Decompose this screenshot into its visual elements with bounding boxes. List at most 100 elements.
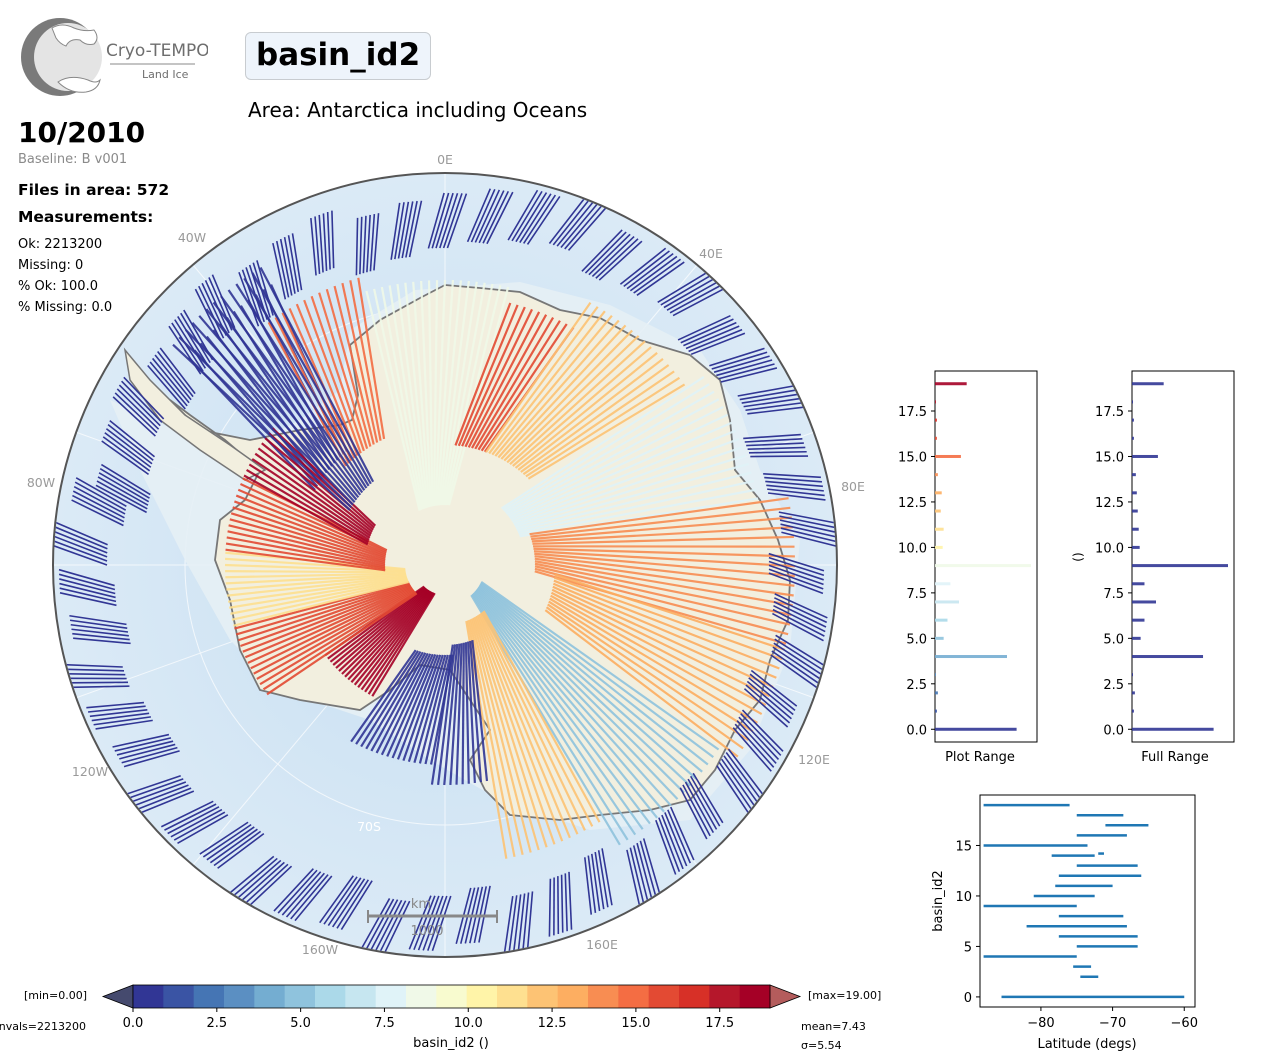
- hist-bar-1: [1132, 710, 1134, 713]
- lon-label-40w: 40W: [178, 230, 206, 245]
- histogram-full-range-ylabel: (): [1071, 552, 1085, 561]
- latitude-range-plot: 051015−80 −70 −60: [955, 795, 1198, 1031]
- colorbar-swatch-12: [497, 985, 528, 1008]
- colorbar-swatch-18: [679, 985, 710, 1008]
- hist-ytick-label-3: 7.5: [1103, 587, 1124, 602]
- colorbar-tick-label-2: 5.0: [290, 1016, 311, 1031]
- colorbar-swatch-16: [618, 985, 649, 1008]
- hist-ytick-label-0: 0.0: [906, 723, 927, 738]
- hist-bar-15: [935, 455, 961, 458]
- hist-ytick-label-7: 17.5: [1095, 405, 1124, 420]
- hist-bar-13: [935, 491, 942, 494]
- hist-bar-8: [935, 582, 950, 585]
- hist-frame: [1132, 371, 1234, 742]
- latitude-range-ylabel: basin_id2: [931, 870, 946, 931]
- colorbar-swatch-5: [285, 985, 316, 1008]
- edge-track-458: [549, 879, 550, 937]
- hist-bar-8: [1132, 582, 1144, 585]
- colorbar-swatch-3: [224, 985, 255, 1008]
- colorbar-min-label: [min=0.00]: [24, 989, 87, 1002]
- hist-bar-16: [1132, 437, 1134, 440]
- hist-bar-5: [935, 637, 944, 640]
- hist-bar-12: [1132, 510, 1138, 513]
- hist-ytick-label-5: 12.5: [1095, 496, 1124, 511]
- colorbar-sigma: σ=5.54: [801, 1039, 842, 1052]
- hist-bar-11: [935, 528, 944, 531]
- colorbar-max-label: [max=19.00]: [808, 989, 881, 1002]
- hist-bar-18: [935, 400, 936, 403]
- hist-bar-0: [1132, 728, 1214, 731]
- hist-bar-3: [935, 673, 936, 676]
- hist-ytick-label-1: 2.5: [1103, 678, 1124, 693]
- range-xtick-label-0: −80: [1027, 1016, 1054, 1031]
- colorbar-swatch-8: [376, 985, 407, 1008]
- hist-ytick-label-6: 15.0: [1095, 450, 1124, 465]
- colorbar-swatch-11: [467, 985, 498, 1008]
- hist-bar-9: [1132, 564, 1228, 567]
- lat-label-70s: 70S: [357, 819, 381, 834]
- colorbar-tick-label-0: 0.0: [123, 1016, 144, 1031]
- colorbar-swatches: [103, 985, 800, 1008]
- colorbar-swatch-9: [406, 985, 437, 1008]
- colorbar-swatch-2: [194, 985, 225, 1008]
- hist-ytick-label-2: 5.0: [1103, 632, 1124, 647]
- colorbar-swatch-19: [709, 985, 740, 1008]
- colorbar-under-arrow: [103, 985, 133, 1008]
- hist-bar-17: [935, 419, 937, 422]
- range-xtick-label-1: −70: [1099, 1016, 1126, 1031]
- hist-bar-9: [935, 564, 1031, 567]
- hist-bar-15: [1132, 455, 1158, 458]
- edge-track-379: [749, 452, 807, 453]
- colorbar-tick-label-1: 2.5: [206, 1016, 227, 1031]
- colorbar-mean: mean=7.43: [801, 1020, 866, 1033]
- colorbar-tick-label-7: 17.5: [705, 1016, 734, 1031]
- hist-bar-11: [1132, 528, 1139, 531]
- track-149: [463, 643, 464, 785]
- colorbar-swatch-17: [649, 985, 680, 1008]
- hist-bar-5: [1132, 637, 1141, 640]
- colorbar-swatch-13: [527, 985, 558, 1008]
- colorbar-over-arrow: [770, 985, 800, 1008]
- colorbar-swatch-20: [740, 985, 771, 1008]
- colorbar-tick-label-6: 15.0: [621, 1016, 650, 1031]
- hist-bar-10: [1132, 546, 1140, 549]
- lon-label-0e: 0E: [437, 152, 453, 167]
- scale-unit: km: [411, 897, 431, 912]
- hist-bar-16: [935, 437, 937, 440]
- hist-bar-7: [935, 600, 959, 603]
- hist-bar-19: [935, 382, 967, 385]
- scale-value: 1000: [410, 924, 443, 939]
- hist-bar-17: [1132, 419, 1134, 422]
- hist-bar-6: [935, 619, 947, 622]
- lon-label-40e: 40E: [699, 246, 723, 261]
- histogram-plot-range-bars: 0.02.55.07.510.012.515.017.5: [898, 371, 1037, 742]
- range-xtick-label-2: −60: [1171, 1016, 1198, 1031]
- hist-bar-10: [935, 546, 943, 549]
- colorbar-label: basin_id2 (): [413, 1036, 489, 1051]
- hist-bar-13: [1132, 491, 1137, 494]
- hist-bar-2: [1132, 691, 1135, 694]
- colorbar-ticks: 0.0 2.5 5.0 7.5 10.0 12.5 15.0 17.5: [123, 1008, 735, 1031]
- hist-bar-12: [935, 510, 941, 513]
- hist-ytick-label-0: 0.0: [1103, 723, 1124, 738]
- hist-bar-18: [1132, 400, 1133, 403]
- latitude-range-xlabel: Latitude (degs): [1037, 1037, 1136, 1052]
- hist-ytick-label-4: 10.0: [1095, 541, 1124, 556]
- hist-ytick-label-4: 10.0: [898, 541, 927, 556]
- lon-label-80w: 80W: [27, 475, 55, 490]
- hist-bar-4: [935, 655, 1007, 658]
- hist-ytick-label-3: 7.5: [906, 587, 927, 602]
- range-ytick-label-0: 0: [964, 991, 972, 1006]
- histogram-plot-range-xlabel: Plot Range: [945, 750, 1015, 765]
- colorbar-swatch-14: [558, 985, 589, 1008]
- hist-ytick-label-1: 2.5: [906, 678, 927, 693]
- histogram-plot-range: 0.02.55.07.510.012.515.017.5 Plot Range: [880, 360, 1055, 770]
- edge-track-532: [70, 682, 128, 683]
- range-ytick-label-2: 10: [955, 890, 972, 905]
- colorbar-swatch-6: [315, 985, 346, 1008]
- hist-bar-3: [1132, 673, 1133, 676]
- colorbar-swatch-10: [436, 985, 467, 1008]
- colorbar-nvals: nvals=2213200: [0, 1020, 86, 1033]
- hist-ytick-label-7: 17.5: [898, 405, 927, 420]
- edge-track-534: [67, 674, 125, 675]
